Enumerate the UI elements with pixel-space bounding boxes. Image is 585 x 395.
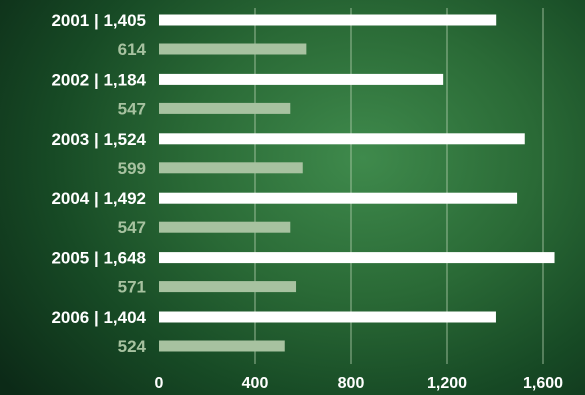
x-tick-0: 0 bbox=[155, 375, 164, 392]
bar-total-2006 bbox=[159, 311, 496, 323]
label-total-2006: 2006 | 1,404 bbox=[51, 308, 146, 327]
bar-sub-2006 bbox=[159, 340, 285, 352]
bar-total-2002 bbox=[159, 73, 444, 85]
bar-sub-2004 bbox=[159, 221, 291, 233]
x-tick-400: 400 bbox=[242, 375, 269, 392]
bar-sub-2005 bbox=[159, 281, 297, 293]
label-sub-2002: 547 bbox=[118, 99, 146, 118]
x-axis-ticks: 0 400 800 1,200 1,600 bbox=[155, 375, 564, 392]
gridlines bbox=[254, 8, 544, 364]
label-total-2003: 2003 | 1,524 bbox=[51, 130, 146, 149]
bar-sub-2002 bbox=[159, 102, 291, 114]
label-total-2005: 2005 | 1,648 bbox=[51, 249, 146, 268]
bar-total-2005 bbox=[159, 252, 555, 264]
x-tick-1200: 1,200 bbox=[427, 375, 467, 392]
row-labels: 2001 | 1,405 614 2002 | 1,184 547 2003 | 1,5… bbox=[51, 11, 146, 356]
label-total-2001: 2001 | 1,405 bbox=[51, 11, 146, 30]
bars bbox=[159, 14, 555, 352]
label-sub-2003: 599 bbox=[118, 159, 146, 178]
x-tick-1600: 1,600 bbox=[523, 375, 563, 392]
label-total-2004: 2004 | 1,492 bbox=[51, 189, 146, 208]
label-sub-2001: 614 bbox=[118, 40, 147, 59]
label-sub-2004: 547 bbox=[118, 218, 146, 237]
bar-total-2003 bbox=[159, 133, 525, 145]
bar-total-2001 bbox=[159, 14, 497, 26]
bar-total-2004 bbox=[159, 192, 518, 204]
bar-sub-2001 bbox=[159, 43, 307, 55]
bar-sub-2003 bbox=[159, 162, 303, 174]
label-sub-2005: 571 bbox=[118, 278, 146, 297]
label-sub-2006: 524 bbox=[118, 337, 147, 356]
label-total-2002: 2002 | 1,184 bbox=[51, 70, 146, 89]
x-tick-800: 800 bbox=[338, 375, 365, 392]
